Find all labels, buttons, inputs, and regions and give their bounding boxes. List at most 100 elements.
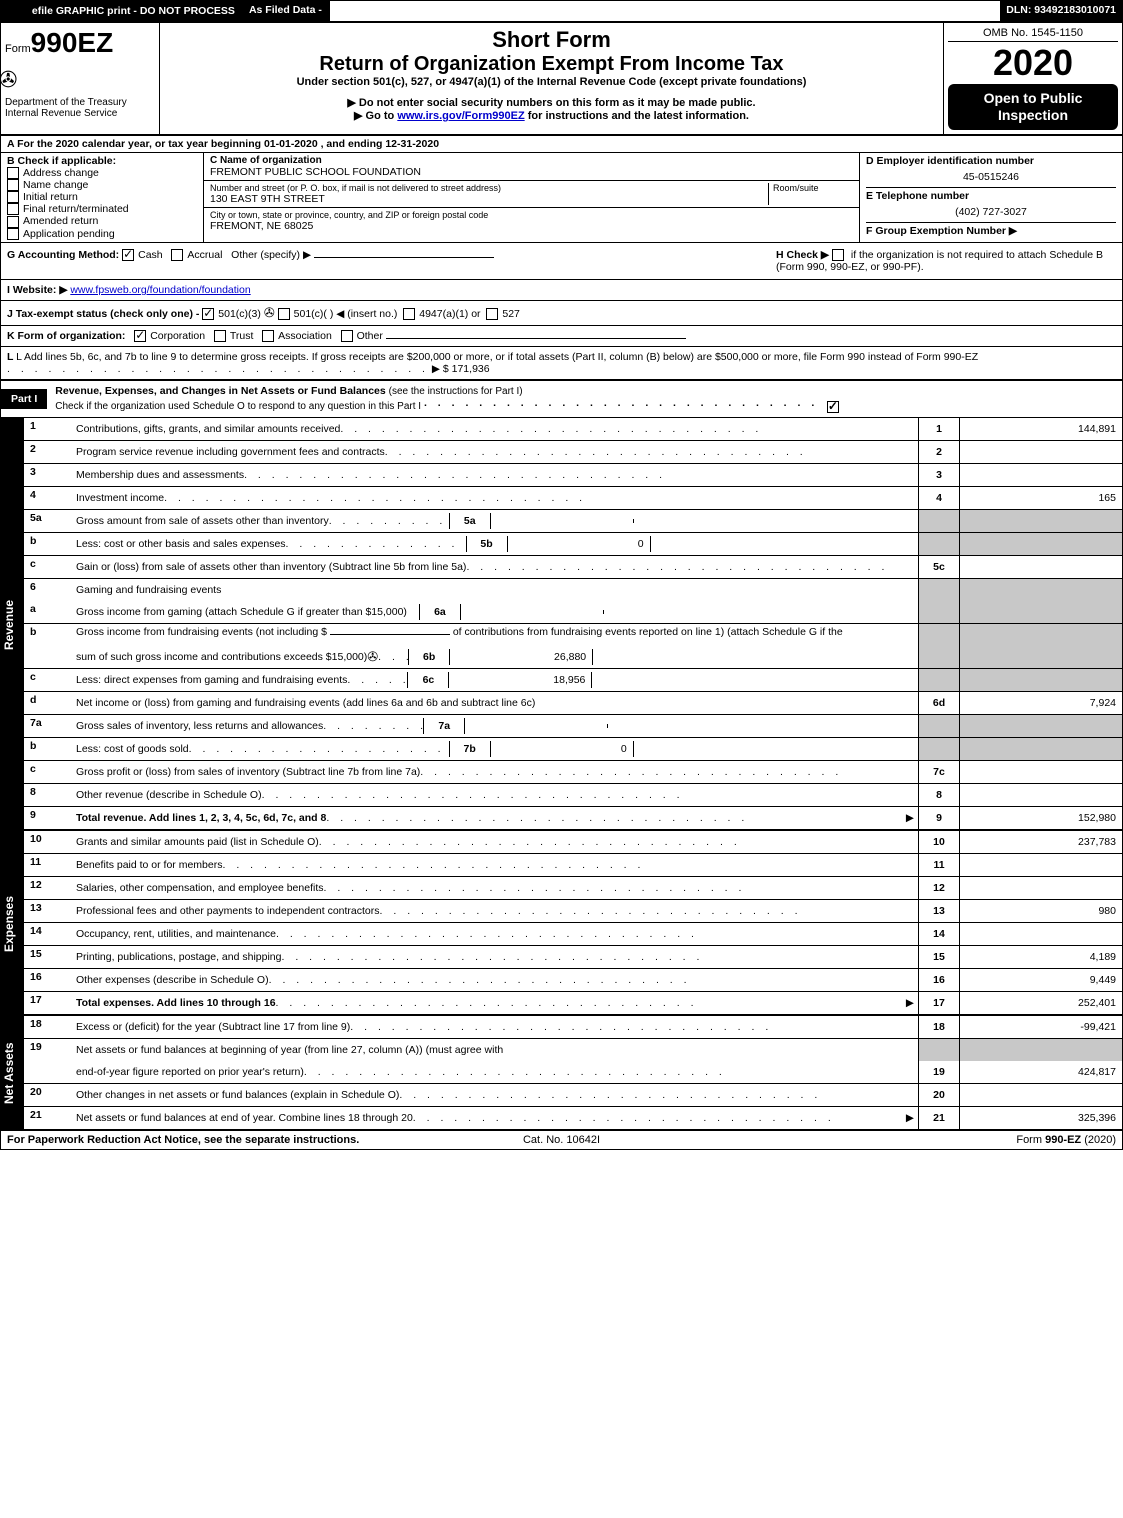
- checkbox-other[interactable]: [341, 330, 353, 342]
- line-18: 18 Excess or (deficit) for the year (Sub…: [24, 1016, 1122, 1039]
- row-GH: G Accounting Method: Cash Accrual Other …: [1, 243, 1122, 280]
- footer-right: Form 990-EZ (2020): [746, 1134, 1116, 1146]
- checkbox-trust[interactable]: [214, 330, 226, 342]
- form-page: efile GRAPHIC print - DO NOT PROCESS As …: [0, 0, 1123, 1150]
- checkbox-527[interactable]: [486, 308, 498, 320]
- org-name: FREMONT PUBLIC SCHOOL FOUNDATION: [210, 166, 853, 178]
- line-9: 9 Total revenue. Add lines 1, 2, 3, 4, 5…: [24, 807, 1122, 831]
- efile-banner: efile GRAPHIC print - DO NOT PROCESS: [1, 1, 243, 21]
- efile-text: efile GRAPHIC print - DO NOT PROCESS: [32, 5, 235, 17]
- line-19-a: 19 Net assets or fund balances at beginn…: [24, 1039, 1122, 1061]
- line-6b-part2: sum of such gross income and contributio…: [24, 646, 1122, 669]
- topbar: efile GRAPHIC print - DO NOT PROCESS As …: [1, 1, 1122, 23]
- checkbox-cash[interactable]: [122, 249, 134, 261]
- revenue-section: Revenue 1 Contributions, gifts, grants, …: [1, 418, 1122, 831]
- row-L: L L Add lines 5b, 6c, and 7b to line 9 t…: [1, 347, 1122, 381]
- irs-link[interactable]: www.irs.gov/Form990EZ: [397, 110, 524, 122]
- row-I: I Website: ▶ www.fpsweb.org/foundation/f…: [1, 280, 1122, 301]
- F-label: F Group Exemption Number ▶: [866, 222, 1116, 237]
- B-item: Application pending: [7, 228, 197, 240]
- line-8: 8 Other revenue (describe in Schedule O)…: [24, 784, 1122, 807]
- line-17: 17 Total expenses. Add lines 10 through …: [24, 992, 1122, 1016]
- line-10: 10 Grants and similar amounts paid (list…: [24, 831, 1122, 854]
- checkbox-501c3[interactable]: [202, 308, 214, 320]
- K-other-input[interactable]: [386, 338, 686, 339]
- checkbox-pending[interactable]: [7, 228, 19, 240]
- B-item: Amended return: [7, 215, 197, 227]
- row-A: A For the 2020 calendar year, or tax yea…: [1, 136, 1122, 153]
- row-J: J Tax-exempt status (check only one) - 5…: [1, 301, 1122, 326]
- B-item: Initial return: [7, 191, 197, 203]
- website-link[interactable]: www.fpsweb.org/foundation/foundation: [70, 284, 250, 296]
- col-C: C Name of organization FREMONT PUBLIC SC…: [204, 153, 860, 242]
- B-item: Final return/terminated: [7, 203, 197, 215]
- part-I-tab: Part I: [1, 389, 47, 409]
- form-number: 990EZ: [31, 27, 114, 58]
- B-item: Address change: [7, 167, 197, 179]
- form-prefix: Form: [5, 43, 31, 55]
- header: Form990EZ ✇ Department of the Treasury I…: [1, 23, 1122, 136]
- line-21: 21 Net assets or fund balances at end of…: [24, 1107, 1122, 1131]
- line-13: 13 Professional fees and other payments …: [24, 900, 1122, 923]
- line-12: 12 Salaries, other compensation, and emp…: [24, 877, 1122, 900]
- dept-label-2: Internal Revenue Service: [5, 108, 155, 119]
- dln: DLN: 93492183010071: [1000, 1, 1122, 21]
- footer-mid: Cat. No. 10642I: [377, 1134, 747, 1146]
- irs-eagle-icon: ✇: [0, 67, 17, 93]
- topbar-spacer: [330, 1, 1000, 21]
- line-6: 6 Gaming and fundraising events: [24, 579, 1122, 601]
- line-5c: c Gain or (loss) from sale of assets oth…: [24, 556, 1122, 579]
- line-19-b: end-of-year figure reported on prior yea…: [24, 1061, 1122, 1084]
- expenses-section: Expenses 10 Grants and similar amounts p…: [1, 831, 1122, 1016]
- goto-pre: ▶ Go to: [354, 110, 397, 122]
- line-7a: 7a Gross sales of inventory, less return…: [24, 715, 1122, 738]
- goto-line: ▶ Go to www.irs.gov/Form990EZ for instru…: [168, 109, 935, 122]
- line-7b: b Less: cost of goods sold 7b 0: [24, 738, 1122, 761]
- tab-expenses: Expenses: [1, 831, 24, 1016]
- footer-left: For Paperwork Reduction Act Notice, see …: [7, 1134, 377, 1146]
- tab-netassets: Net Assets: [1, 1016, 24, 1131]
- checkbox-partI-scheduleO[interactable]: [827, 401, 839, 413]
- line-16: 16 Other expenses (describe in Schedule …: [24, 969, 1122, 992]
- part-I-header: Part I Revenue, Expenses, and Changes in…: [1, 381, 1122, 417]
- short-form: Short Form: [168, 27, 935, 53]
- C-label: C Name of organization: [210, 155, 853, 166]
- form-title: Return of Organization Exempt From Incom…: [168, 53, 935, 76]
- other-specify-input[interactable]: [314, 257, 494, 258]
- line-4: 4 Investment income 4 165: [24, 487, 1122, 510]
- line-3: 3 Membership dues and assessments 3: [24, 464, 1122, 487]
- L-amount: $ 171,936: [443, 363, 490, 375]
- checkbox-address[interactable]: [7, 167, 19, 179]
- city: FREMONT, NE 68025: [210, 220, 853, 232]
- line-6d: d Net income or (loss) from gaming and f…: [24, 692, 1122, 715]
- checkbox-H[interactable]: [832, 249, 844, 261]
- efile-icon: [7, 4, 25, 18]
- checkbox-initial[interactable]: [7, 191, 19, 203]
- line-14: 14 Occupancy, rent, utilities, and maint…: [24, 923, 1122, 946]
- header-right: OMB No. 1545-1150 2020 Open to Public In…: [943, 23, 1122, 134]
- checkbox-501c[interactable]: [278, 308, 290, 320]
- B-header: B Check if applicable:: [7, 155, 197, 167]
- D-label: D Employer identification number: [866, 155, 1116, 167]
- section-BCD: B Check if applicable: Address change Na…: [1, 153, 1122, 243]
- form-subtitle: Under section 501(c), 527, or 4947(a)(1)…: [168, 76, 935, 88]
- G-label: G Accounting Method:: [7, 249, 119, 261]
- checkbox-final[interactable]: [7, 203, 19, 215]
- addr-label: Number and street (or P. O. box, if mail…: [210, 183, 768, 193]
- checkbox-corp[interactable]: [134, 330, 146, 342]
- checkbox-amended[interactable]: [7, 216, 19, 228]
- ein: 45-0515246: [866, 171, 1116, 183]
- open-to-public: Open to Public Inspection: [948, 84, 1118, 130]
- checkbox-4947[interactable]: [403, 308, 415, 320]
- line-15: 15 Printing, publications, postage, and …: [24, 946, 1122, 969]
- warning-line: ▶ Do not enter social security numbers o…: [168, 96, 935, 109]
- checkbox-name[interactable]: [7, 179, 19, 191]
- checkbox-assoc[interactable]: [262, 330, 274, 342]
- checkbox-accrual[interactable]: [171, 249, 183, 261]
- line-6c: c Less: direct expenses from gaming and …: [24, 669, 1122, 692]
- H-block: H Check ▶ if the organization is not req…: [776, 249, 1116, 273]
- revenue-lines: 1 Contributions, gifts, grants, and simi…: [24, 418, 1122, 831]
- line-11: 11 Benefits paid to or for members 11: [24, 854, 1122, 877]
- col-D: D Employer identification number 45-0515…: [860, 153, 1122, 242]
- line-6a: a Gross income from gaming (attach Sched…: [24, 601, 1122, 624]
